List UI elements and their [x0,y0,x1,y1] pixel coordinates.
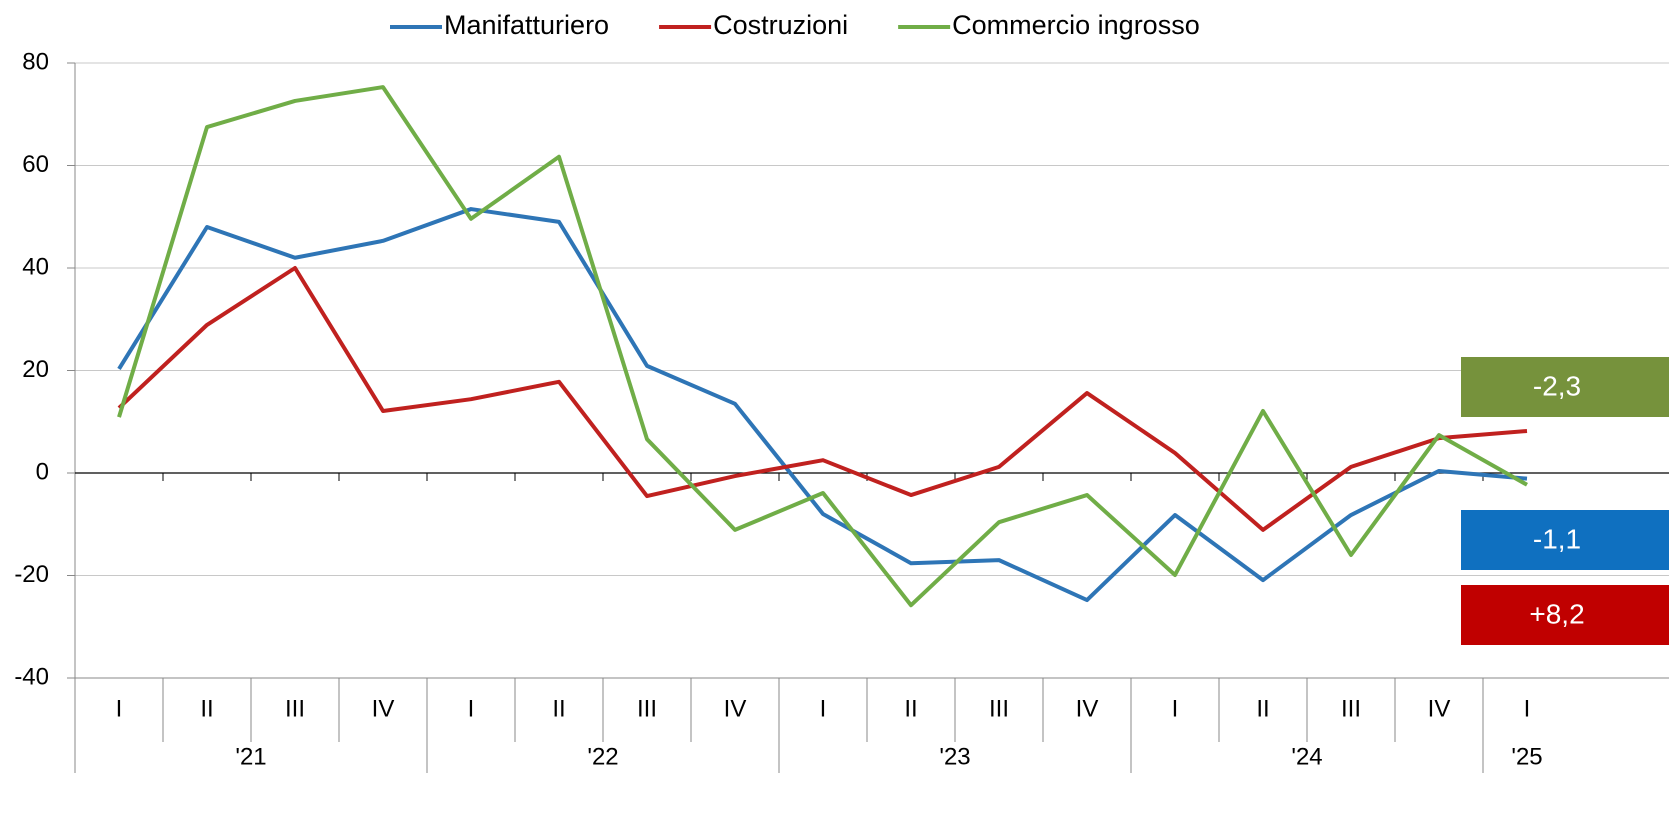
legend-label: Manifatturiero [444,10,609,40]
x-tick-label: II [1256,695,1269,722]
x-tick-label: IV [372,695,395,722]
end-label-box [1461,510,1669,570]
y-tick-label: 60 [22,151,49,178]
x-tick-label: III [1341,695,1361,722]
legend-label: Commercio ingrosso [952,10,1200,40]
end-label: -1,1 [1533,523,1581,554]
y-tick-label: 80 [22,48,49,75]
x-tick-label: IV [724,695,747,722]
y-tick-label: 40 [22,253,49,280]
end-label-box [1461,585,1669,645]
series-line [117,85,1528,608]
x-tick-label: III [285,695,305,722]
x-tick-label: I [468,695,475,722]
y-tick-label: -20 [14,561,49,588]
year-label: '25 [1511,743,1542,770]
end-label: -2,3 [1533,370,1581,401]
x-tick-label: I [820,695,827,722]
x-tick-label: III [637,695,657,722]
y-tick-label: 0 [36,458,49,485]
legend-label: Costruzioni [713,10,848,40]
x-tick-label: IV [1076,695,1099,722]
series-line [117,207,1528,603]
x-tick-label: I [1172,695,1179,722]
x-tick-label: I [1524,695,1531,722]
y-tick-label: 20 [22,356,49,383]
x-tick-label: IV [1428,695,1451,722]
end-label-box [1461,357,1669,417]
y-tick-label: -40 [14,663,49,690]
x-tick-label: III [989,695,1009,722]
series-line [117,266,1528,532]
x-tick-label: II [200,695,213,722]
x-tick-label: II [552,695,565,722]
x-tick-label: II [904,695,917,722]
year-label: '22 [587,743,618,770]
x-tick-label: I [116,695,123,722]
year-label: '21 [235,743,266,770]
legend: Manifatturiero Costruzioni Commercio ingro… [390,10,1200,40]
year-label: '23 [939,743,970,770]
end-label: +8,2 [1529,598,1584,629]
year-label: '24 [1291,743,1322,770]
